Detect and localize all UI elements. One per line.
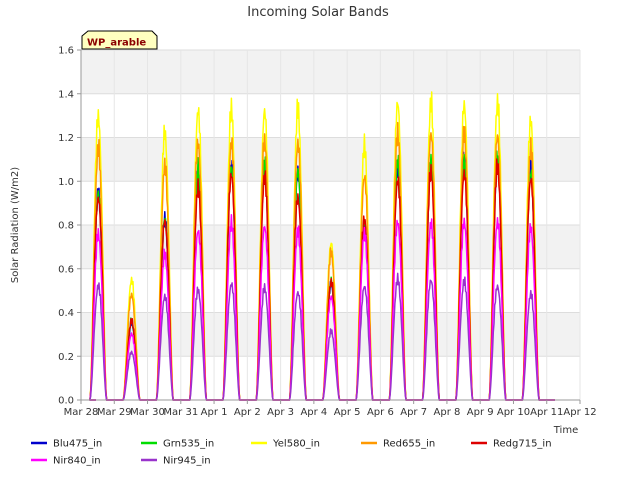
site-tag: WP_arable [81, 30, 158, 50]
x-tick-label: Apr 7 [400, 407, 427, 418]
plot-band [81, 50, 580, 94]
x-tick-label: Apr 4 [300, 407, 327, 418]
y-tick-label: 1.2 [58, 133, 74, 144]
y-tick-label: 0.2 [58, 352, 74, 363]
x-tick-label: Apr 6 [367, 407, 394, 418]
x-tick-label: Apr 11 [530, 407, 563, 418]
x-tick-label: Apr 8 [434, 407, 461, 418]
site-tag-box [81, 30, 158, 50]
y-tick-labels: 0.0 0.2 0.4 0.6 0.8 1.0 1.2 1.4 1.6 [58, 46, 81, 407]
x-tick-label: Mar 30 [130, 407, 165, 418]
x-tick-label: Apr 9 [467, 407, 494, 418]
x-tick-label: Apr 5 [334, 407, 361, 418]
y-tick-label: 0.6 [58, 264, 74, 275]
y-tick-label: 0.8 [58, 221, 74, 232]
plot-band [81, 137, 580, 182]
legend-label-redg715_in: Redg715_in [493, 439, 552, 450]
x-tick-label: Apr 12 [563, 407, 596, 418]
y-tick-label: 1.4 [58, 89, 74, 100]
x-tick-label: Mar 31 [163, 407, 198, 418]
x-tick-label: Apr 2 [234, 407, 261, 418]
legend-label-red655_in: Red655_in [383, 439, 435, 450]
y-tick-label: 0.0 [58, 396, 74, 407]
legend: Blu475_in Grn535_in Yel580_in Red655_in Redg… [31, 439, 552, 467]
legend-label-yel580_in: Yel580_in [272, 439, 320, 450]
y-tick-label: 1.6 [58, 46, 74, 57]
x-tick-label: Mar 28 [64, 407, 99, 418]
chart-title: Incoming Solar Bands [247, 5, 389, 20]
x-tick-label: Apr 3 [267, 407, 294, 418]
x-tick-label: Apr 10 [497, 407, 530, 418]
y-axis-label: Solar Radiation (W/m2) [10, 167, 21, 283]
legend-label-nir945_in: Nir945_in [163, 456, 211, 467]
x-axis-label: Time [553, 425, 578, 436]
legend-label-blu475_in: Blu475_in [53, 439, 102, 450]
legend-label-grn535_in: Grn535_in [163, 439, 214, 450]
x-tick-label: Apr 1 [201, 407, 228, 418]
site-tag-label: WP_arable [87, 38, 146, 49]
legend-label-nir840_in: Nir840_in [53, 456, 101, 467]
x-tick-label: Mar 29 [97, 407, 132, 418]
y-tick-label: 1.0 [58, 177, 74, 188]
y-tick-label: 0.4 [58, 308, 74, 319]
